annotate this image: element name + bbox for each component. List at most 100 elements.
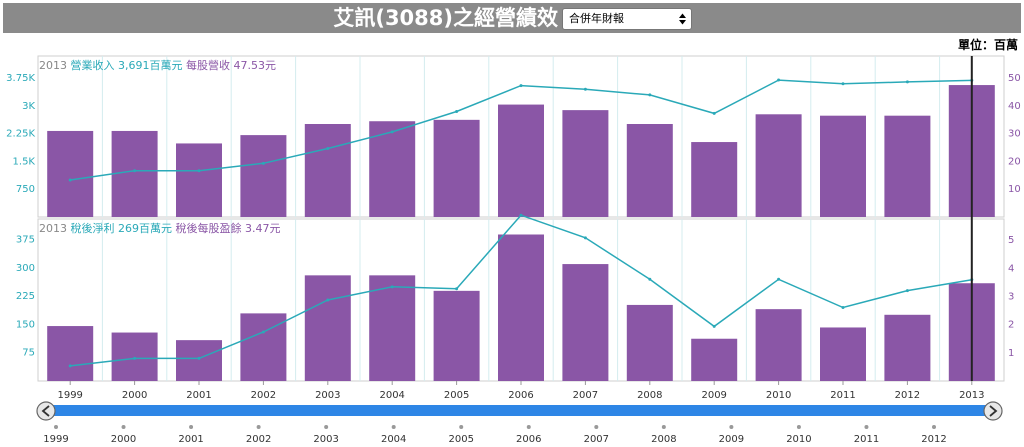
right-axis-tick-label: 3 (1008, 291, 1014, 302)
x-axis-label: 2009 (701, 390, 726, 401)
right-axis-tick-label: 5 (1008, 235, 1014, 246)
bar[interactable] (47, 326, 94, 381)
bar[interactable] (626, 304, 673, 381)
bar[interactable] (111, 332, 158, 381)
navigator-year-label: 2007 (584, 434, 609, 445)
right-axis-tick-label: 4 (1008, 263, 1014, 274)
navigator-year-label: 2009 (719, 434, 744, 445)
navigator-year-label: 2000 (111, 434, 136, 445)
navigator-dot (54, 425, 58, 429)
bar[interactable] (884, 314, 931, 381)
bar[interactable] (304, 275, 351, 381)
line-point[interactable] (583, 236, 587, 240)
updown-arrow-icon (679, 13, 686, 25)
left-axis-tick-label: 2.25K (6, 129, 35, 140)
scroll-left-button[interactable] (36, 401, 56, 421)
line-point[interactable] (583, 87, 587, 91)
bar[interactable] (626, 124, 673, 217)
navigator-dot (796, 425, 801, 429)
bar[interactable] (240, 135, 287, 217)
line-point[interactable] (841, 306, 845, 310)
line-point[interactable] (133, 169, 137, 173)
bar[interactable] (304, 124, 351, 217)
navigator-dot (661, 425, 666, 429)
left-axis-tick-label: 3K (22, 101, 35, 112)
navigator-year-label: 2003 (313, 434, 338, 445)
line-point[interactable] (648, 93, 652, 97)
navigator-dot (256, 425, 261, 429)
bar[interactable] (884, 115, 931, 217)
bar[interactable] (691, 338, 738, 381)
left-axis-tick-label: 1.5K (13, 156, 36, 167)
annotation-line-value: 營業收入 3,691百萬元 (71, 58, 186, 72)
line-point[interactable] (197, 169, 201, 173)
navigator-dot (459, 425, 464, 429)
bar[interactable] (47, 130, 94, 217)
annotation-bar-value: 稅後每股盈餘 3.47元 (176, 221, 281, 235)
unit-label: 單位：百萬 (957, 38, 1018, 52)
bar[interactable] (433, 290, 480, 381)
line-point[interactable] (390, 285, 394, 289)
bar[interactable] (111, 130, 158, 217)
bar[interactable] (820, 327, 866, 381)
bar[interactable] (433, 119, 480, 217)
line-point[interactable] (648, 277, 652, 281)
x-axis-label: 2010 (766, 390, 791, 401)
x-axis-label: 2012 (895, 390, 920, 401)
line-point[interactable] (133, 356, 137, 360)
line-point[interactable] (841, 82, 845, 86)
annotation-line-value: 稅後淨利 269百萬元 (71, 221, 176, 235)
line-point[interactable] (197, 356, 201, 360)
bar[interactable] (691, 142, 738, 217)
line-point[interactable] (390, 130, 394, 134)
x-axis-label: 1999 (57, 390, 82, 401)
line-point[interactable] (712, 324, 716, 328)
scroll-right-button[interactable] (983, 401, 1003, 421)
line-point[interactable] (519, 84, 523, 88)
x-axis-label: 2005 (444, 390, 469, 401)
bar[interactable] (755, 309, 802, 381)
bar[interactable] (176, 340, 222, 381)
navigator-year-label: 1999 (43, 434, 68, 445)
navigator-year-label: 2004 (381, 434, 406, 445)
line-point[interactable] (455, 287, 459, 291)
navigator-year-label: 2012 (921, 434, 946, 445)
line-point[interactable] (326, 298, 330, 302)
navigator-dot (189, 425, 194, 429)
line-point[interactable] (777, 277, 781, 281)
bar[interactable] (755, 114, 802, 217)
bar[interactable] (820, 115, 866, 217)
navigator-dot (594, 425, 599, 429)
line-point[interactable] (455, 110, 459, 114)
line-point[interactable] (68, 178, 72, 182)
right-axis-tick-label: 50 (1008, 73, 1021, 84)
line-point[interactable] (712, 111, 716, 115)
navigator-range-bar[interactable] (45, 405, 995, 416)
range-navigator[interactable]: 1999 2000 2001 2002 2003 2004 2005 2006 2007 2008… (36, 401, 1003, 445)
line-point[interactable] (261, 330, 265, 334)
left-axis-tick-label: 225 (16, 291, 35, 302)
page-title: 艾訊(3088)之經營績效 (333, 6, 558, 30)
line-point[interactable] (326, 147, 330, 151)
line-point[interactable] (777, 78, 781, 82)
line-point[interactable] (905, 80, 909, 84)
bar[interactable] (176, 143, 222, 217)
bar[interactable] (498, 234, 544, 381)
line-point[interactable] (519, 213, 523, 217)
bar[interactable] (369, 121, 416, 217)
navigator-year-label: 2001 (178, 434, 203, 445)
line-point[interactable] (261, 161, 265, 165)
bar[interactable] (562, 110, 609, 217)
navigator-year-label: 2005 (449, 434, 474, 445)
annotation: 2013 稅後淨利 269百萬元 稅後每股盈餘 3.47元 (39, 221, 281, 235)
line-point[interactable] (68, 364, 72, 368)
annotation-bar-value: 每股營收 47.53元 (186, 58, 276, 72)
navigator-year-label: 2006 (516, 434, 541, 445)
right-axis-tick-label: 1 (1008, 348, 1014, 359)
bar[interactable] (369, 275, 416, 381)
bar[interactable] (498, 104, 544, 217)
line-point[interactable] (905, 289, 909, 293)
report-type-select[interactable]: 合併年財報 (562, 8, 692, 30)
bar[interactable] (562, 264, 609, 381)
